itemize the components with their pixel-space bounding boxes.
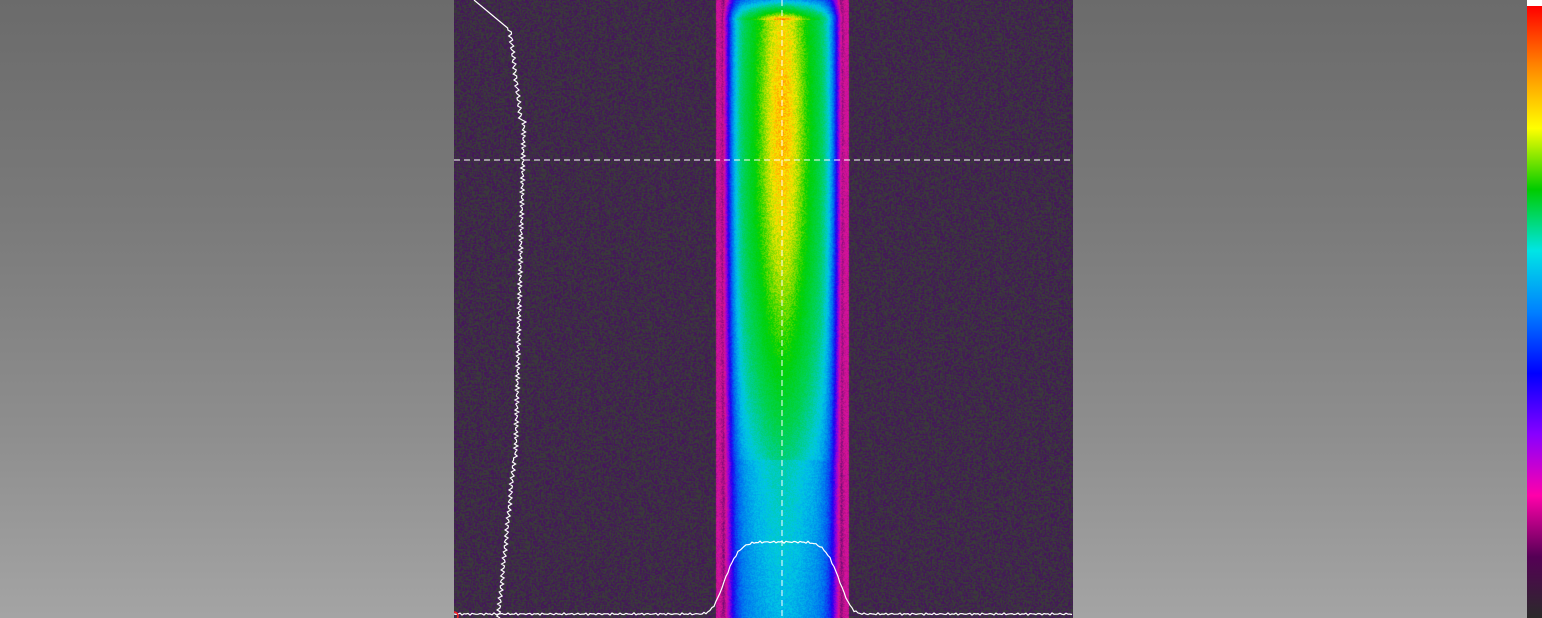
colorbar xyxy=(1527,6,1542,618)
colorbar-top-marker xyxy=(1527,0,1542,6)
colorbar-gradient xyxy=(1527,6,1542,618)
image-viewport[interactable] xyxy=(454,0,1073,618)
beam-profile-image[interactable] xyxy=(454,0,1073,618)
